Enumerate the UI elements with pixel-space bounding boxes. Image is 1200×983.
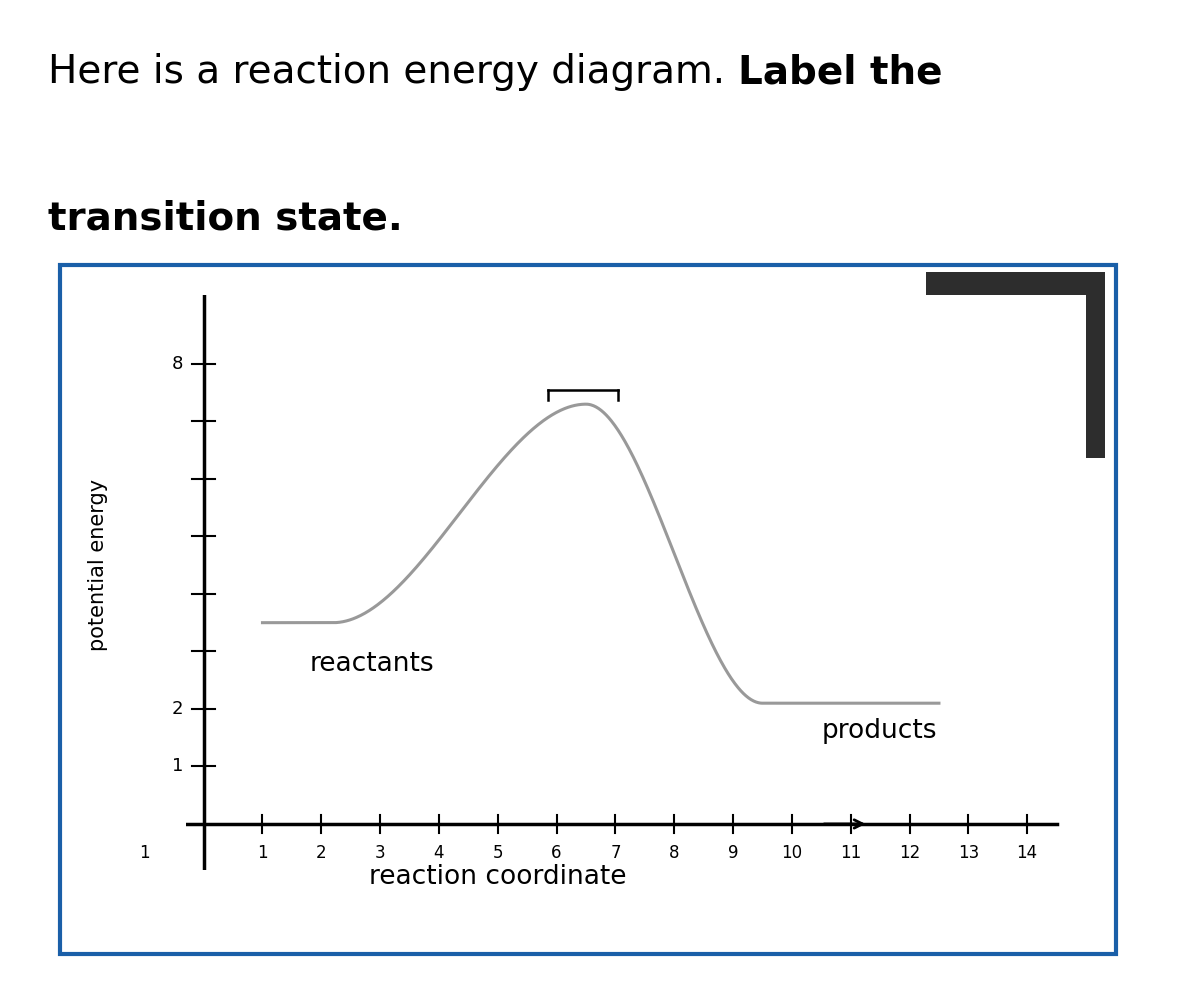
Text: 8: 8 xyxy=(668,844,679,862)
Text: 1: 1 xyxy=(172,758,184,776)
Text: 13: 13 xyxy=(958,844,979,862)
Text: transition state.: transition state. xyxy=(48,199,403,237)
Text: 2: 2 xyxy=(316,844,326,862)
Circle shape xyxy=(1001,353,1030,377)
Text: 8: 8 xyxy=(172,355,184,373)
Text: 4: 4 xyxy=(433,844,444,862)
Text: 9: 9 xyxy=(728,844,738,862)
Text: 3: 3 xyxy=(374,844,385,862)
Text: 7: 7 xyxy=(610,844,620,862)
Text: Here is a reaction energy diagram.: Here is a reaction energy diagram. xyxy=(48,53,738,91)
Bar xyxy=(60,265,1116,954)
Circle shape xyxy=(956,353,985,377)
Text: 10: 10 xyxy=(781,844,803,862)
Text: 5: 5 xyxy=(492,844,503,862)
Text: reaction coordinate: reaction coordinate xyxy=(370,864,626,891)
Text: 14: 14 xyxy=(1016,844,1038,862)
Bar xyxy=(926,272,1105,458)
Text: 12: 12 xyxy=(899,844,920,862)
Text: 1: 1 xyxy=(257,844,268,862)
Text: reactants: reactants xyxy=(310,652,434,677)
Text: Label the: Label the xyxy=(738,53,942,91)
Text: 2: 2 xyxy=(172,700,184,718)
Text: 1: 1 xyxy=(139,844,150,862)
Text: 6: 6 xyxy=(551,844,562,862)
Text: 11: 11 xyxy=(840,844,862,862)
Circle shape xyxy=(1046,353,1075,377)
Text: products: products xyxy=(821,718,937,743)
Text: potential energy: potential energy xyxy=(88,479,108,652)
